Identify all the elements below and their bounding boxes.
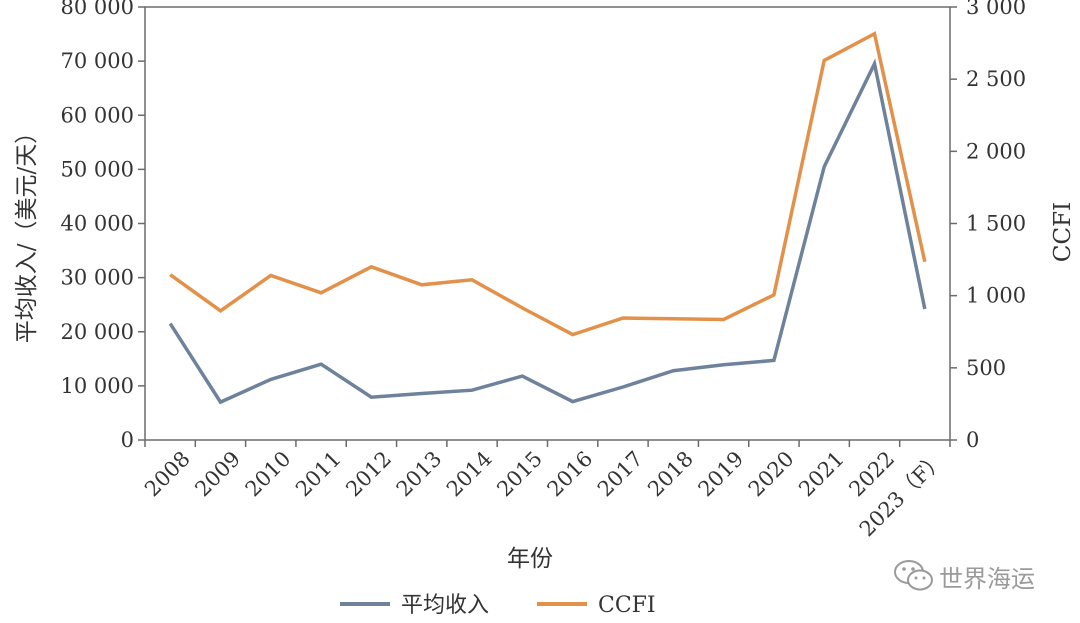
left-y-tick-label: 80 000	[61, 0, 134, 19]
right-y-tick-label: 3 000	[966, 0, 1026, 19]
x-tick-label: 2011	[291, 447, 346, 502]
left-y-tick-label: 20 000	[61, 320, 134, 344]
x-tick-label: 2012	[341, 447, 396, 502]
x-tick-label: 2018	[643, 447, 698, 502]
right-y-tick-label: 2 000	[966, 139, 1026, 163]
right-y-tick-label: 0	[966, 428, 979, 452]
x-tick-label: 2013	[392, 447, 447, 502]
x-tick-label: 2017	[593, 447, 648, 502]
right-y-axis-ticks: 0 500 1 000 1 500 2 000 2 500 3 000	[950, 0, 1026, 452]
watermark-text: 世界海运	[939, 564, 1035, 593]
left-y-axis-title: 平均收入/（美元/天）	[14, 121, 40, 344]
right-y-tick-label: 2 500	[966, 67, 1026, 91]
x-tick-label: 2014	[442, 447, 497, 502]
plot-frame	[144, 6, 951, 441]
x-tick-label: 2008	[140, 447, 195, 502]
wechat-icon	[894, 560, 933, 591]
x-tick-label: 2019	[694, 447, 749, 502]
series-lines	[168, 31, 927, 405]
x-axis-ticks: 2008200920102011201220132014201520162017…	[140, 440, 951, 541]
right-y-tick-label: 1 000	[966, 284, 1026, 308]
left-y-tick-label: 40 000	[61, 212, 134, 236]
watermark: 世界海运	[893, 558, 1035, 594]
left-y-tick-label: 50 000	[61, 157, 134, 181]
left-y-tick-label: 10 000	[61, 374, 134, 398]
right-y-tick-label: 1 500	[966, 212, 1026, 236]
x-tick-label: 2010	[241, 447, 296, 502]
x-tick-label: 2020	[744, 447, 799, 502]
left-y-tick-label: 60 000	[61, 103, 134, 127]
right-y-tick-label: 500	[966, 356, 1006, 380]
series-line-avg-income	[168, 58, 927, 405]
x-tick-label: 2015	[492, 447, 547, 502]
x-tick-label: 2009	[190, 447, 245, 502]
legend: 平均收入 CCFI	[340, 593, 656, 618]
right-y-axis-title: CCFI	[1050, 202, 1076, 262]
left-y-tick-label: 70 000	[61, 49, 134, 73]
left-y-tick-label: 0	[121, 428, 134, 452]
left-y-tick-label: 30 000	[61, 266, 134, 290]
left-y-axis-ticks: 0 10 000 20 000 30 000 40 000 50 000 60 000 70 …	[61, 0, 145, 452]
series-line-ccfi	[169, 31, 927, 337]
x-tick-label: 2021	[794, 447, 849, 502]
x-tick-label: 2016	[543, 447, 598, 502]
x-axis-title: 年份	[507, 546, 553, 572]
legend-label-avg-income: 平均收入	[401, 593, 489, 618]
legend-label-ccfi: CCFI	[598, 593, 656, 618]
